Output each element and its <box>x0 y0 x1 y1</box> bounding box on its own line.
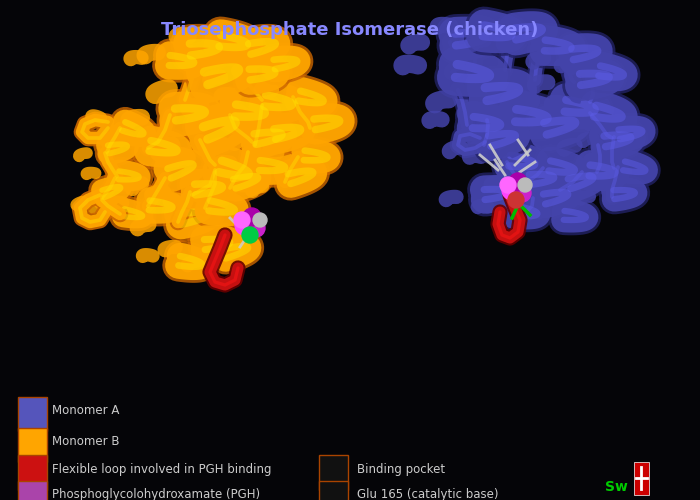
FancyBboxPatch shape <box>318 481 348 500</box>
Text: Triosephosphate Isomerase (chicken): Triosephosphate Isomerase (chicken) <box>161 21 539 39</box>
Text: Phosphoglycolohydroxamate (PGH): Phosphoglycolohydroxamate (PGH) <box>52 488 260 500</box>
Text: Flexible loop involved in PGH binding: Flexible loop involved in PGH binding <box>52 462 272 475</box>
FancyBboxPatch shape <box>18 428 47 462</box>
Circle shape <box>508 192 524 208</box>
Text: Monomer B: Monomer B <box>52 435 120 448</box>
Text: Y: Y <box>330 464 337 474</box>
Text: Monomer A: Monomer A <box>52 404 120 417</box>
FancyBboxPatch shape <box>18 481 47 500</box>
Text: Glu 165 (catalytic base): Glu 165 (catalytic base) <box>357 488 498 500</box>
Circle shape <box>518 178 532 192</box>
Circle shape <box>247 219 265 237</box>
Circle shape <box>253 213 267 227</box>
FancyBboxPatch shape <box>318 456 348 490</box>
FancyBboxPatch shape <box>18 456 47 490</box>
Circle shape <box>243 208 261 226</box>
Circle shape <box>513 184 531 202</box>
Text: Sw: Sw <box>606 480 629 494</box>
FancyBboxPatch shape <box>634 462 649 494</box>
Circle shape <box>500 177 516 193</box>
Text: Binding pocket: Binding pocket <box>357 462 445 475</box>
FancyBboxPatch shape <box>18 397 47 431</box>
Text: ↗: ↗ <box>329 490 337 500</box>
Circle shape <box>502 180 522 200</box>
Circle shape <box>242 227 258 243</box>
Circle shape <box>234 212 250 228</box>
Circle shape <box>235 215 255 235</box>
Circle shape <box>509 173 527 191</box>
